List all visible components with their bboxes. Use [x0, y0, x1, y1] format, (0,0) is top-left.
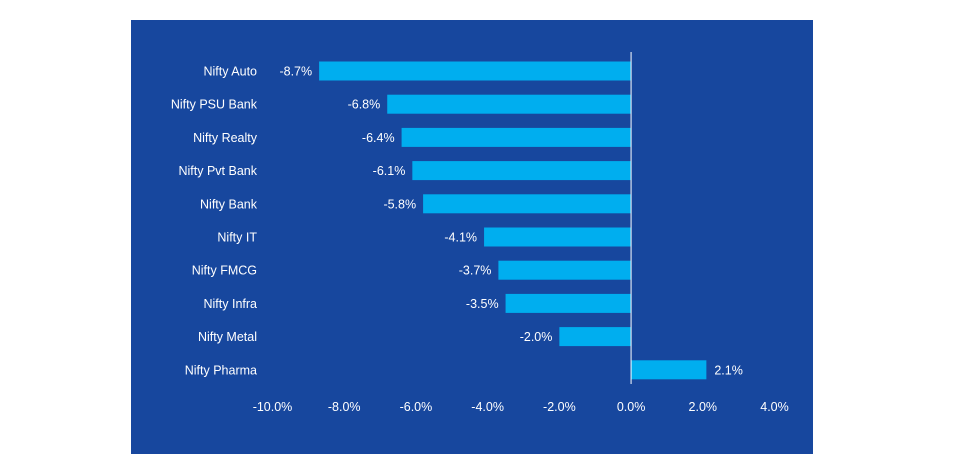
data-label: -3.7%: [459, 264, 492, 278]
category-label: Nifty Realty: [193, 131, 258, 145]
data-label: -8.7%: [279, 65, 312, 79]
bar: [484, 227, 632, 247]
x-tick-label: 4.0%: [760, 400, 789, 414]
x-tick-label: 0.0%: [617, 400, 646, 414]
data-label: -6.8%: [348, 98, 381, 112]
x-tick-label: -4.0%: [471, 400, 504, 414]
bar: [498, 260, 632, 280]
labels-layer: Nifty Auto -8.7% Nifty PSU Bank -6.8% Nifty …: [171, 65, 743, 378]
chart-panel: [131, 20, 813, 454]
category-label: Nifty Pvt Bank: [179, 164, 258, 178]
bar: [412, 161, 632, 181]
bar: [319, 61, 632, 81]
data-label: -6.4%: [362, 131, 395, 145]
category-label: Nifty PSU Bank: [171, 98, 258, 112]
category-label: Nifty Auto: [204, 65, 258, 79]
data-label: -3.5%: [466, 297, 499, 311]
data-label: -2.0%: [520, 330, 553, 344]
bar: [505, 293, 632, 313]
bars-layer: [319, 61, 707, 380]
category-label: Nifty IT: [217, 231, 257, 245]
bar: [423, 194, 632, 214]
bar: [387, 94, 632, 114]
x-tick-label: 2.0%: [689, 400, 718, 414]
data-label: -5.8%: [383, 197, 416, 211]
bar: [559, 327, 632, 347]
x-tick-label: -6.0%: [400, 400, 433, 414]
category-label: Nifty Infra: [204, 297, 258, 311]
x-tick-label: -2.0%: [543, 400, 576, 414]
category-label: Nifty Pharma: [185, 363, 257, 377]
data-label: -4.1%: [444, 231, 477, 245]
category-label: Nifty Bank: [200, 197, 258, 211]
category-label: Nifty Metal: [198, 330, 257, 344]
category-label: Nifty FMCG: [192, 264, 257, 278]
data-label: 2.1%: [714, 363, 743, 377]
axis-layer: -10.0% -8.0% -6.0% -4.0% -2.0% 0.0% 2.0% 4.0%: [253, 52, 789, 414]
bar: [631, 360, 707, 380]
bar: [401, 127, 632, 147]
x-tick-label: -8.0%: [328, 400, 361, 414]
data-label: -6.1%: [373, 164, 406, 178]
x-tick-label: -10.0%: [253, 400, 293, 414]
